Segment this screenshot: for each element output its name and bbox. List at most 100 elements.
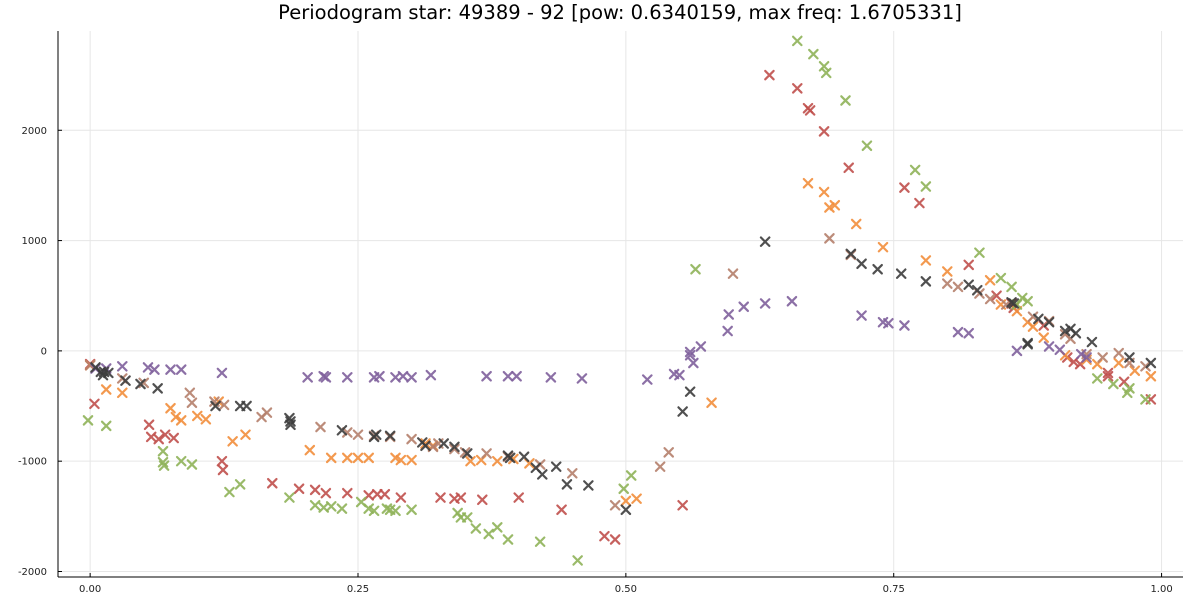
data-point bbox=[963, 259, 975, 271]
data-point bbox=[518, 451, 530, 463]
data-point bbox=[663, 447, 675, 458]
data-point bbox=[1033, 313, 1044, 325]
data-point bbox=[455, 492, 467, 503]
data-point bbox=[1070, 327, 1082, 339]
data-point bbox=[545, 372, 557, 383]
data-point bbox=[641, 374, 653, 385]
series-1 bbox=[84, 177, 1157, 507]
data-point bbox=[620, 495, 632, 507]
data-point bbox=[363, 503, 375, 514]
data-point bbox=[984, 274, 996, 286]
x-tick-label: 1.00 bbox=[1150, 584, 1172, 595]
data-point bbox=[1145, 357, 1157, 369]
data-point bbox=[722, 325, 733, 337]
data-point bbox=[285, 416, 296, 427]
data-point bbox=[995, 272, 1007, 284]
data-point bbox=[576, 373, 588, 384]
data-point bbox=[240, 429, 251, 441]
data-point bbox=[320, 487, 332, 499]
data-point bbox=[856, 258, 867, 270]
data-point bbox=[791, 35, 803, 47]
data-point bbox=[829, 199, 841, 211]
data-point bbox=[1145, 370, 1157, 382]
data-point bbox=[677, 500, 688, 511]
data-point bbox=[395, 454, 407, 466]
data-point bbox=[504, 452, 516, 464]
chart-title: Periodogram star: 49389 - 92 [pow: 0.634… bbox=[278, 1, 962, 24]
data-point bbox=[406, 372, 417, 383]
axes bbox=[57, 31, 1183, 578]
data-point bbox=[1011, 345, 1023, 357]
data-point bbox=[1102, 367, 1114, 379]
data-point bbox=[1027, 321, 1039, 332]
data-point bbox=[556, 504, 567, 516]
data-point bbox=[175, 455, 187, 467]
data-point bbox=[684, 349, 696, 361]
y-tick-label: 1000 bbox=[22, 236, 47, 247]
data-point bbox=[170, 411, 182, 423]
data-point bbox=[824, 202, 835, 213]
data-point bbox=[210, 400, 221, 412]
data-point bbox=[952, 281, 964, 293]
data-point bbox=[974, 247, 985, 259]
data-point bbox=[654, 461, 666, 472]
data-point bbox=[599, 530, 610, 542]
data-point bbox=[1022, 295, 1033, 307]
data-point bbox=[374, 370, 385, 382]
data-points bbox=[82, 35, 1157, 566]
data-point bbox=[406, 454, 417, 466]
data-point bbox=[872, 263, 883, 275]
series-3 bbox=[84, 233, 1151, 511]
data-point bbox=[341, 452, 353, 464]
data-point bbox=[325, 501, 337, 512]
data-point bbox=[352, 429, 364, 441]
data-point bbox=[536, 469, 548, 480]
data-point bbox=[550, 461, 562, 472]
data-point bbox=[909, 164, 921, 176]
data-point bbox=[336, 424, 348, 436]
data-point bbox=[84, 359, 96, 371]
data-point bbox=[135, 378, 146, 390]
data-point bbox=[920, 276, 932, 287]
data-point bbox=[470, 523, 482, 534]
data-point bbox=[143, 419, 155, 431]
data-point bbox=[241, 400, 252, 412]
data-point bbox=[804, 105, 816, 116]
data-point bbox=[168, 432, 180, 444]
data-point bbox=[920, 255, 932, 266]
series-2 bbox=[82, 35, 1151, 566]
data-point bbox=[186, 397, 198, 409]
data-point bbox=[1124, 352, 1135, 363]
data-point bbox=[502, 534, 514, 545]
data-point bbox=[491, 522, 503, 533]
series-0 bbox=[84, 69, 1157, 545]
data-point bbox=[1091, 373, 1103, 384]
data-point bbox=[688, 357, 699, 369]
x-tick-label: 0.00 bbox=[79, 584, 101, 595]
data-point bbox=[100, 420, 112, 432]
data-point bbox=[561, 479, 573, 490]
data-point bbox=[502, 370, 514, 382]
data-point bbox=[1113, 357, 1125, 369]
data-point bbox=[304, 444, 316, 456]
data-point bbox=[883, 318, 894, 329]
data-point bbox=[727, 268, 739, 279]
data-point bbox=[184, 387, 196, 399]
data-point bbox=[1054, 344, 1066, 356]
data-point bbox=[843, 162, 855, 174]
data-point bbox=[425, 369, 437, 381]
data-point bbox=[82, 415, 94, 426]
y-tick-label: 0 bbox=[41, 346, 47, 357]
data-point bbox=[877, 241, 889, 253]
data-point bbox=[159, 429, 171, 441]
data-point bbox=[1059, 325, 1071, 337]
data-point bbox=[618, 483, 630, 495]
data-point bbox=[625, 470, 637, 481]
data-point bbox=[941, 266, 953, 277]
data-point bbox=[786, 295, 798, 307]
data-point bbox=[684, 346, 696, 358]
data-point bbox=[895, 268, 907, 279]
data-point bbox=[341, 372, 353, 383]
data-point bbox=[963, 279, 975, 290]
data-point bbox=[991, 290, 1002, 302]
